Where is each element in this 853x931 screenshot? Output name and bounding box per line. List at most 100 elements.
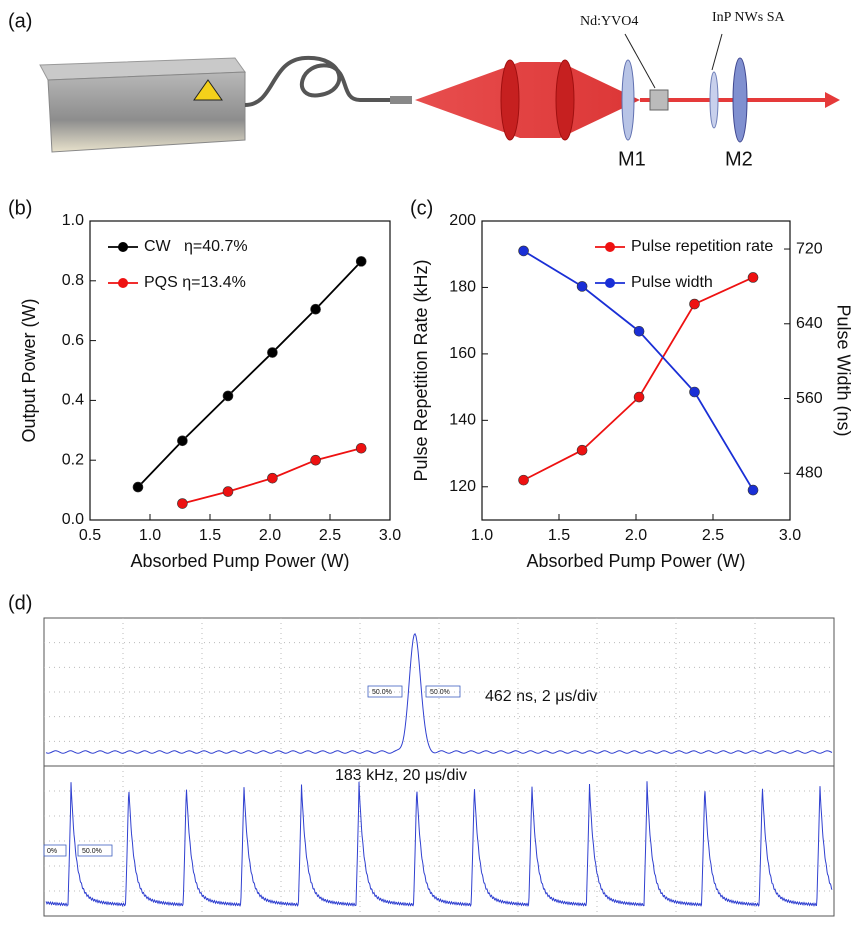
cursor-box bbox=[43, 844, 67, 857]
saturable-absorber bbox=[709, 71, 719, 129]
connector bbox=[390, 96, 412, 104]
plot-frame bbox=[89, 220, 391, 521]
y2-axis-label: Pulse Width (ns) bbox=[833, 304, 853, 436]
cursor-label: 50.0% bbox=[372, 689, 392, 696]
data-point bbox=[222, 390, 234, 402]
y-tick-label: 200 bbox=[449, 212, 476, 229]
data-point bbox=[310, 303, 321, 315]
x-axis-label: Absorbed Pump Power (W) bbox=[526, 551, 745, 571]
data-point bbox=[177, 435, 188, 447]
fiber bbox=[244, 55, 395, 107]
x-tick-label: 2.0 bbox=[625, 527, 647, 544]
y2-tick-label: 720 bbox=[796, 240, 823, 257]
cursor-label: 50.0% bbox=[82, 848, 102, 855]
legend-marker bbox=[605, 242, 615, 252]
panel-label: (c) bbox=[410, 197, 433, 219]
lens bbox=[500, 59, 520, 141]
legend-marker bbox=[118, 278, 128, 288]
legend-marker bbox=[118, 242, 128, 252]
annotation: 183 kHz, 20 μs/div bbox=[335, 767, 467, 784]
y2-tick-label: 480 bbox=[796, 465, 823, 482]
arrow-head bbox=[825, 92, 840, 108]
data-point bbox=[747, 484, 759, 496]
pointer bbox=[624, 33, 656, 89]
crystal-label: Nd:YVO4 bbox=[580, 14, 638, 29]
series-line bbox=[523, 276, 754, 481]
x-tick-label: 3.0 bbox=[379, 527, 401, 544]
legend-marker bbox=[605, 278, 615, 288]
pulse-train-trace bbox=[45, 781, 833, 907]
y2-tick-label: 640 bbox=[796, 315, 823, 332]
data-point bbox=[177, 498, 188, 509]
y-tick-label: 0.0 bbox=[62, 511, 84, 528]
series-line bbox=[137, 260, 362, 488]
legend-label: PQS η=13.4% bbox=[144, 274, 246, 291]
mirror-label: M1 bbox=[618, 148, 646, 170]
warning-sign bbox=[193, 79, 223, 101]
x-axis-label: Absorbed Pump Power (W) bbox=[130, 551, 349, 571]
y-axis-label: Output Power (W) bbox=[19, 298, 39, 442]
chart: (b) 0.5 1.0 1.5 2.0 2.5 3.0 0.0 0.2 0.4 0.6 0.8 1.0 A… bbox=[8, 197, 401, 570]
x-tick-label: 1.0 bbox=[471, 527, 493, 544]
cursor-box bbox=[425, 685, 461, 698]
y-tick-label: 0.6 bbox=[62, 332, 84, 349]
mirror-m2 bbox=[732, 57, 748, 143]
x-tick-label: 1.0 bbox=[139, 527, 161, 544]
data-point bbox=[689, 386, 700, 398]
chart: (c) 1.0 1.5 2.0 2.5 3.0 120 140 160 180 200 480 560 6… bbox=[410, 197, 853, 570]
oscilloscope-traces: (d) 462 ns, 2 μs/div 183 kHz, 20 μs/div … bbox=[8, 592, 835, 917]
cursor-box bbox=[367, 685, 403, 698]
data-point bbox=[633, 325, 645, 337]
data-point bbox=[355, 442, 367, 454]
data-point bbox=[576, 281, 588, 292]
lens bbox=[555, 59, 575, 141]
cursor-label: 0% bbox=[47, 848, 57, 855]
y-axis-label: Pulse Repetition Rate (kHz) bbox=[411, 259, 431, 481]
pump-beam bbox=[415, 62, 640, 138]
data-point bbox=[310, 454, 321, 466]
pulse-trace bbox=[45, 632, 833, 754]
crystal bbox=[649, 89, 669, 111]
data-point bbox=[222, 486, 234, 497]
y-tick-label: 120 bbox=[449, 478, 476, 495]
laser-body bbox=[47, 71, 246, 153]
data-point bbox=[355, 256, 367, 267]
x-tick-label: 0.5 bbox=[79, 527, 101, 544]
x-tick-label: 1.5 bbox=[548, 527, 570, 544]
data-point bbox=[518, 474, 529, 486]
data-point bbox=[689, 298, 700, 310]
legend-label: Pulse repetition rate bbox=[631, 238, 773, 255]
y-tick-label: 0.2 bbox=[62, 451, 84, 468]
mirror-m1 bbox=[621, 59, 635, 141]
pointer bbox=[711, 33, 723, 71]
data-point bbox=[267, 347, 278, 358]
panel-label: (b) bbox=[8, 197, 32, 219]
legend-label: CW η=40.7% bbox=[144, 238, 248, 255]
y-tick-label: 1.0 bbox=[62, 212, 84, 229]
sa-label: InP NWs SA bbox=[712, 10, 785, 25]
mirror-label: M2 bbox=[725, 148, 753, 170]
x-tick-label: 3.0 bbox=[779, 527, 801, 544]
y-tick-label: 140 bbox=[449, 412, 476, 429]
x-tick-label: 2.5 bbox=[702, 527, 724, 544]
data-point bbox=[132, 481, 144, 493]
cursor-box bbox=[77, 844, 113, 857]
panel-label: (a) bbox=[8, 10, 32, 32]
legend-label: Pulse width bbox=[631, 274, 713, 291]
data-point bbox=[518, 245, 529, 257]
data-point bbox=[633, 391, 645, 403]
y-tick-label: 180 bbox=[449, 279, 476, 296]
y2-tick-label: 560 bbox=[796, 390, 823, 407]
data-point bbox=[267, 472, 278, 484]
setup-diagram: (a) Nd:YVO4 InP NWs SA M1 M2 bbox=[8, 10, 840, 170]
annotation: 462 ns, 2 μs/div bbox=[485, 688, 597, 705]
x-tick-label: 2.5 bbox=[319, 527, 341, 544]
y-tick-label: 160 bbox=[449, 345, 476, 362]
x-tick-label: 1.5 bbox=[199, 527, 221, 544]
y-tick-label: 0.8 bbox=[62, 272, 84, 289]
x-tick-label: 2.0 bbox=[259, 527, 281, 544]
data-point bbox=[576, 444, 588, 456]
data-point bbox=[747, 272, 759, 283]
panel-label: (d) bbox=[8, 592, 32, 614]
